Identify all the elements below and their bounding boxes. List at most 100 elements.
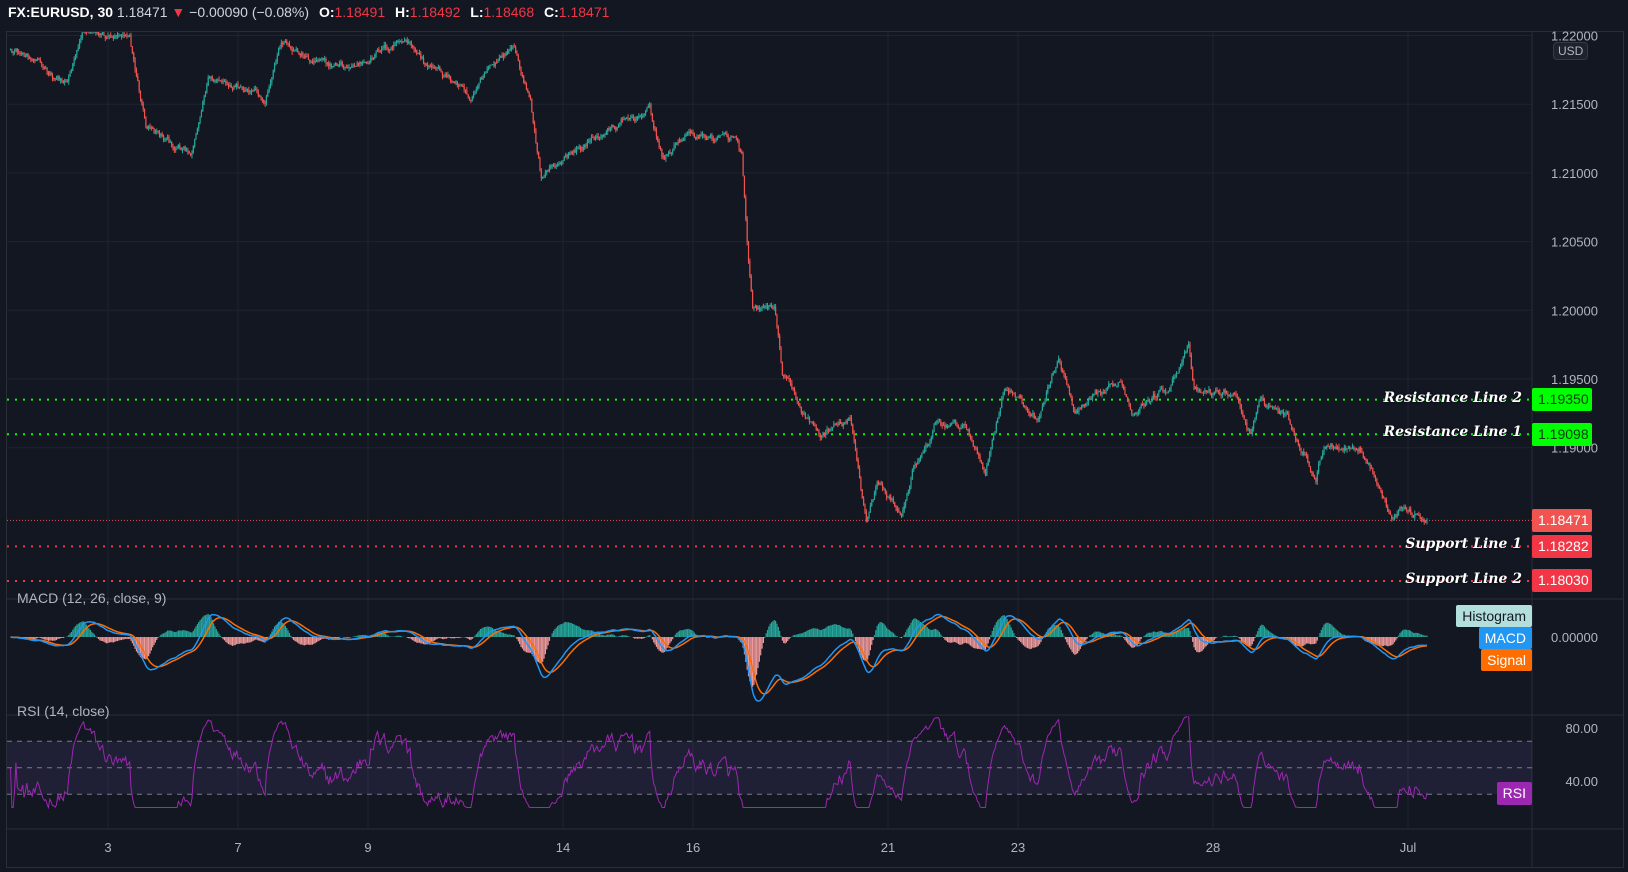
time-tick-label: 23 — [1011, 840, 1025, 855]
candle-body — [443, 76, 445, 78]
candle-body — [527, 89, 529, 92]
price-tick-label: 1.20500 — [1551, 235, 1598, 250]
candle — [1196, 384, 1198, 392]
candle — [1381, 489, 1383, 500]
level-label[interactable]: Support Line 1 — [1405, 536, 1522, 553]
candle — [607, 127, 609, 135]
candle-body — [972, 441, 974, 447]
candle-body — [81, 32, 83, 38]
candle — [1063, 370, 1065, 378]
candle — [379, 50, 381, 53]
candle-body — [884, 488, 886, 494]
candle-body — [982, 462, 984, 470]
candle-body — [157, 130, 159, 133]
candle-body — [90, 30, 91, 32]
candle — [110, 32, 112, 39]
candle-body — [370, 58, 372, 64]
candle — [1146, 399, 1148, 406]
candle-body — [276, 55, 278, 62]
candle — [951, 422, 953, 426]
candle — [139, 90, 142, 102]
macd-title[interactable]: MACD (12, 26, close, 9) — [17, 590, 167, 606]
candle-body — [1181, 362, 1183, 367]
candle-body — [757, 307, 759, 310]
candle-body — [191, 153, 193, 156]
candle — [481, 76, 483, 80]
candle-body — [841, 423, 843, 427]
candle-body — [705, 137, 708, 140]
candle-body — [380, 48, 383, 53]
candle — [1328, 445, 1331, 449]
candle-body — [1312, 472, 1314, 477]
candle-body — [1285, 412, 1287, 414]
candle — [459, 83, 461, 87]
rsi-title[interactable]: RSI (14, close) — [17, 703, 110, 719]
candle-body — [375, 51, 377, 55]
candle-body — [379, 50, 381, 53]
candle-body — [491, 64, 494, 66]
price-axis[interactable]: 1.220001.215001.210001.205001.200001.195… — [1551, 29, 1598, 790]
candle — [570, 150, 572, 155]
symbol[interactable]: FX:EURUSD, 30 — [8, 4, 114, 20]
candle-body — [945, 425, 947, 428]
candle — [636, 115, 639, 121]
candle — [450, 75, 452, 84]
candle-body — [994, 431, 996, 435]
candle-body — [218, 79, 220, 81]
candle — [988, 451, 991, 463]
level-label[interactable]: Resistance Line 2 — [1383, 389, 1522, 406]
candle — [1127, 396, 1129, 403]
candle — [647, 103, 649, 109]
candle-body — [62, 81, 64, 83]
candle — [1253, 420, 1255, 432]
candle — [822, 431, 824, 438]
candle-body — [978, 454, 980, 456]
level-label[interactable]: Support Line 2 — [1405, 570, 1522, 587]
candle-body — [152, 127, 154, 129]
candle — [937, 418, 939, 425]
candle-body — [1209, 388, 1211, 393]
candle — [49, 70, 51, 77]
candle-body — [1011, 391, 1014, 394]
candle — [53, 77, 55, 82]
candle — [385, 41, 387, 51]
candle-body — [481, 78, 483, 80]
candle — [1339, 448, 1341, 451]
candle — [741, 149, 743, 154]
candle-body — [639, 115, 641, 117]
candle-body — [1041, 405, 1043, 411]
time-axis[interactable]: 3 7 9 14 16 21 23 28 Jul — [104, 840, 1416, 855]
candle-body — [445, 74, 448, 77]
candle — [1330, 443, 1332, 450]
candle — [909, 485, 911, 494]
chart-legend: FX:EURUSD, 30 1.18471 ▼ −0.00090 (−0.08%… — [8, 4, 609, 20]
high-label: H: — [395, 4, 410, 20]
candle — [1139, 406, 1141, 415]
candle-body — [886, 493, 888, 498]
candle-body — [386, 47, 388, 50]
candle — [451, 79, 453, 84]
candle — [750, 274, 752, 292]
level-label[interactable]: Resistance Line 1 — [1383, 424, 1522, 441]
candle — [768, 305, 770, 311]
candle-body — [1223, 389, 1225, 393]
candle — [309, 59, 311, 65]
candle-body — [431, 65, 433, 67]
candle — [615, 126, 617, 133]
candle-body — [1090, 398, 1092, 400]
candle — [1395, 513, 1397, 519]
candle — [1304, 451, 1306, 456]
candle — [964, 421, 966, 429]
candle-body — [1234, 393, 1236, 395]
candle-body — [535, 130, 537, 144]
candle — [854, 439, 857, 452]
candle-body — [1132, 413, 1134, 415]
candle — [1194, 386, 1196, 390]
candle — [106, 35, 108, 40]
candle — [328, 60, 330, 70]
candle-body — [890, 496, 892, 500]
candle-body — [1144, 403, 1146, 406]
currency-badge[interactable]: USD — [1553, 42, 1589, 60]
candle — [256, 87, 258, 94]
